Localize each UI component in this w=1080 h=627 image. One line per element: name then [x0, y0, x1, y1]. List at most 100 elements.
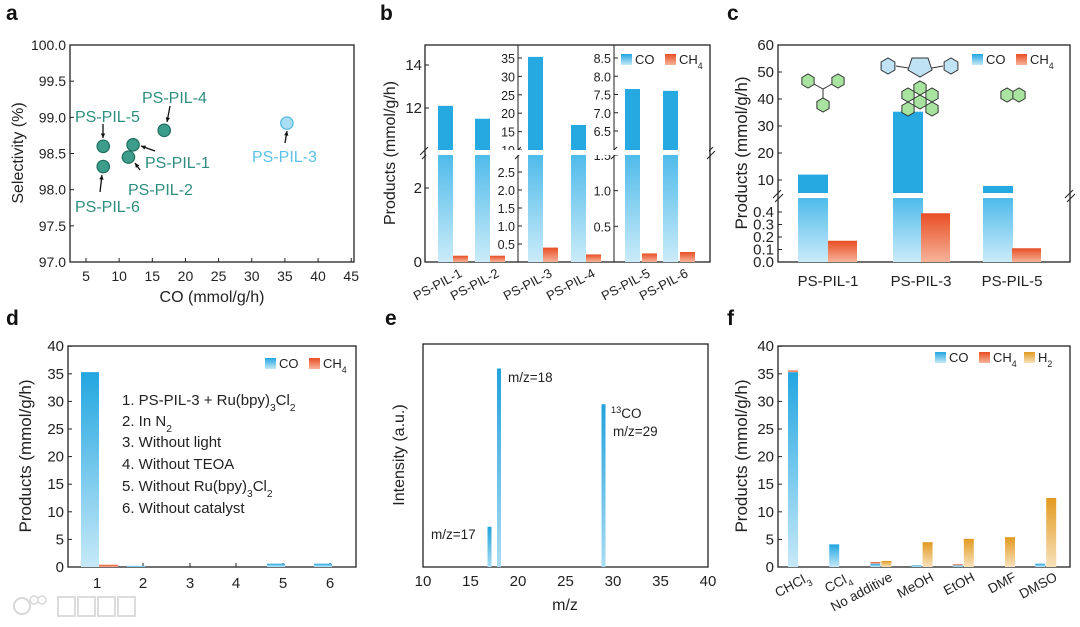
y-tick-label: 0.0	[753, 254, 774, 271]
text-segment: EtOH	[941, 569, 977, 598]
bar-h2	[1005, 537, 1015, 567]
y-tick-label: 30	[501, 70, 515, 84]
x-tick-label: PS-PIL-1	[798, 273, 859, 290]
axis-break-gap	[426, 150, 709, 155]
x-tick-label: 15	[462, 573, 479, 590]
bar-co	[314, 563, 332, 567]
legend-swatch	[935, 352, 946, 363]
watermark-glyph	[117, 596, 136, 617]
x-tick-label: 30	[605, 573, 622, 590]
text-segment: 2	[166, 424, 172, 435]
bar-co-lower	[528, 155, 543, 262]
data-point	[121, 150, 136, 164]
y-tick-label: 2.0	[498, 184, 515, 198]
bar-co	[81, 372, 99, 567]
pyrene-ring	[901, 101, 915, 117]
bar-co-upper	[571, 124, 586, 150]
bar-ch4	[870, 562, 881, 564]
condition-list-item: 5. Without Ru(bpy)3Cl2	[122, 478, 273, 500]
naphthalene-structure-icon	[1000, 87, 1026, 103]
axis-break-gap	[779, 193, 1069, 198]
y-tick-label: 0	[414, 254, 422, 271]
y-tick-label: 15	[757, 476, 774, 493]
legend-swatch	[621, 54, 632, 65]
peak-label: m/z=18	[508, 370, 553, 385]
y-tick-label: 1.0	[594, 185, 611, 199]
y-tick-label: 20	[501, 107, 515, 121]
y-tick-label: 35	[501, 52, 515, 66]
y-tick-label: 40	[757, 91, 774, 108]
data-point	[157, 123, 172, 138]
bar-ch4	[788, 370, 798, 373]
y-tick-label: 10	[757, 504, 774, 521]
bar-ch4	[952, 564, 963, 566]
point-label: PS-PIL-1	[145, 155, 210, 172]
legend-label: CH4	[323, 356, 347, 375]
text-segment: 5. Without Ru(bpy)	[122, 478, 247, 495]
text-segment: 2	[1047, 359, 1052, 369]
data-point	[96, 159, 111, 174]
pyrene-ring	[901, 87, 915, 103]
text-segment: CH	[679, 52, 698, 67]
x-tick-label: 5	[279, 575, 287, 592]
text-segment: m/z=29	[613, 424, 658, 439]
data-point	[126, 138, 140, 152]
bar-h2	[1046, 498, 1057, 567]
arrow-head	[100, 133, 106, 138]
spectrum-peak	[601, 404, 606, 567]
text-segment: H	[1038, 350, 1047, 365]
text-segment: 2	[267, 489, 273, 500]
y-tick-label: 1.5	[498, 202, 515, 216]
y-tick-label: 15	[501, 126, 515, 140]
bar-co	[267, 563, 285, 567]
x-tick-label: EtOH	[941, 569, 977, 598]
y-tick-label: 10	[47, 504, 64, 521]
y-tick-label: 0.3	[753, 217, 774, 234]
bar-co-upper	[983, 185, 1013, 193]
text-segment: 1. PS-PIL-3 + Ru(bpy)	[122, 392, 270, 409]
legend-swatch	[265, 358, 276, 369]
bar-co	[127, 565, 145, 567]
x-tick-label: 20	[510, 573, 527, 590]
bar-co	[829, 544, 840, 567]
text-segment: 4	[698, 61, 703, 71]
text-segment: m/z=18	[508, 370, 553, 385]
panel-b-products-bar: b0212140.51.01.52.02.51015202530350.51.0…	[380, 2, 716, 303]
pyrene-ring	[925, 101, 939, 117]
bar-h2	[922, 542, 933, 567]
point-label: PS-PIL-4	[142, 90, 207, 107]
bar-co-upper	[528, 56, 543, 151]
y-axis-label: Products (mmol/g/h)	[382, 81, 399, 225]
x-tick-label: 25	[557, 573, 574, 590]
benzene-ring	[831, 73, 845, 89]
x-tick-label: 2	[139, 575, 147, 592]
y-axis-label: Products (mmol/g/h)	[16, 379, 35, 532]
bar-co-lower	[571, 155, 586, 262]
x-tick-label: 25	[211, 268, 227, 284]
y-tick-label: 20	[47, 449, 64, 466]
y-tick-label: 8.0	[594, 70, 611, 84]
peak-label: 13CO	[611, 405, 641, 421]
bar-ch4	[921, 213, 950, 262]
bar-co-lower	[983, 198, 1013, 262]
plot-frame	[422, 343, 709, 568]
y-tick-label: 99.0	[39, 109, 66, 125]
text-segment: CHCl	[772, 572, 808, 600]
x-tick-label: 5	[82, 268, 90, 284]
bar-ch4	[828, 240, 857, 262]
naphthalene-ring	[1012, 87, 1026, 103]
x-tick-label: 15	[145, 268, 161, 284]
watermark-glyph	[97, 596, 116, 617]
axis-break-mark	[1064, 189, 1076, 203]
bar-co	[952, 565, 963, 567]
x-tick-label: 40	[700, 573, 717, 590]
y-tick-label: 0.5	[594, 220, 611, 234]
text-segment: 3	[805, 577, 814, 588]
bar-co-upper	[475, 118, 490, 150]
phenyl-ring	[880, 57, 896, 75]
text-segment: 4	[846, 577, 855, 588]
pyrene-ring	[925, 87, 939, 103]
panel-e-mass-spectrum: e 10 15 20 25 30 35 40 m/z Intensity (a.u.) m/z=17…	[385, 307, 716, 614]
y-tick-label: 98.5	[39, 146, 66, 162]
